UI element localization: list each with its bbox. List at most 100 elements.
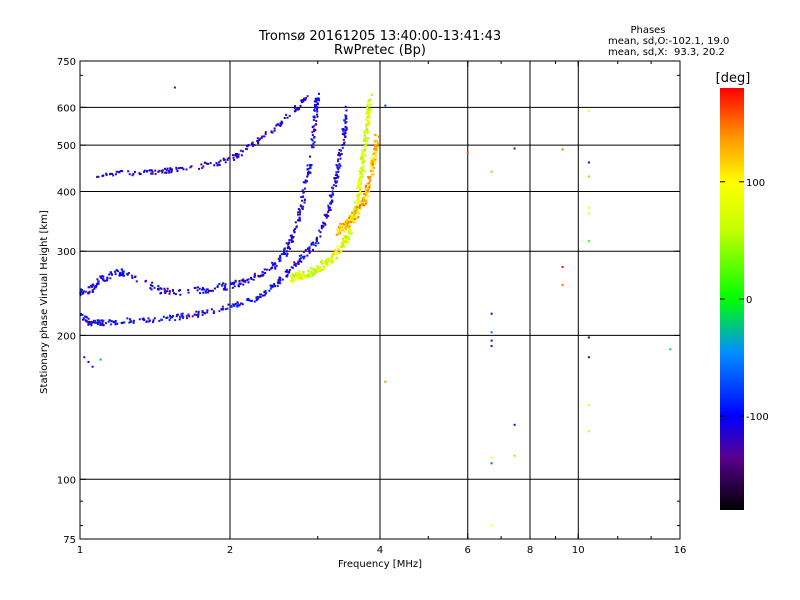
data-point: [132, 319, 135, 322]
data-point: [365, 144, 368, 147]
data-point: [224, 308, 227, 311]
data-point: [309, 275, 312, 278]
data-point: [159, 292, 162, 295]
data-point: [323, 267, 326, 270]
data-point: [361, 170, 364, 173]
data-point: [292, 240, 295, 243]
data-point: [182, 316, 185, 319]
data-point: [287, 271, 290, 274]
data-point: [587, 240, 590, 243]
data-point: [302, 98, 305, 101]
data-point: [587, 175, 590, 178]
data-point: [112, 321, 115, 324]
data-point: [355, 206, 358, 209]
data-point: [299, 257, 302, 260]
data-point: [298, 272, 301, 275]
data-point: [289, 280, 292, 283]
data-point: [331, 256, 334, 259]
data-point: [363, 130, 366, 133]
data-point: [188, 315, 191, 318]
data-point: [316, 268, 319, 271]
data-point: [341, 223, 344, 226]
data-point: [153, 317, 156, 320]
data-point: [152, 319, 155, 322]
data-point: [303, 273, 306, 276]
data-point: [345, 234, 348, 237]
data-point: [274, 267, 277, 270]
data-point: [334, 248, 337, 251]
data-point: [96, 323, 99, 326]
data-point: [346, 224, 349, 227]
data-point: [513, 147, 516, 150]
data-point: [104, 279, 107, 282]
data-point: [364, 193, 367, 196]
data-point: [323, 213, 326, 216]
data-point: [201, 166, 204, 169]
data-point: [99, 358, 102, 361]
data-point: [336, 256, 339, 259]
data-point: [347, 222, 350, 225]
data-point: [368, 117, 371, 120]
data-point: [271, 284, 274, 287]
data-point: [332, 184, 335, 187]
data-point: [346, 238, 349, 241]
data-point: [324, 263, 327, 266]
data-point: [177, 289, 180, 292]
data-point: [317, 269, 320, 272]
data-point: [197, 312, 200, 315]
data-point: [346, 222, 349, 225]
data-point: [359, 176, 362, 179]
data-point: [87, 323, 90, 326]
chart-subtitle: RwPretec (Bp): [334, 43, 426, 58]
data-point: [196, 286, 199, 289]
data-point: [296, 107, 299, 110]
data-point: [366, 182, 369, 185]
data-point: [91, 289, 94, 292]
data-point: [296, 276, 299, 279]
data-point: [151, 321, 154, 324]
data-point: [93, 321, 96, 324]
data-point: [233, 285, 236, 288]
data-point: [150, 169, 153, 172]
data-point: [248, 299, 251, 302]
data-point: [100, 323, 103, 326]
data-point: [111, 172, 114, 175]
data-point: [146, 170, 149, 173]
data-point: [247, 281, 250, 284]
data-point: [236, 156, 239, 159]
data-point: [341, 239, 344, 242]
data-point: [290, 234, 293, 237]
data-point: [314, 103, 317, 106]
data-point: [363, 170, 366, 173]
data-point: [365, 123, 368, 126]
data-point: [337, 170, 340, 173]
data-point: [335, 184, 338, 187]
data-point: [367, 130, 370, 133]
data-point: [257, 297, 260, 300]
data-point: [345, 239, 348, 242]
data-point: [255, 296, 258, 299]
data-point: [324, 214, 327, 217]
data-point: [308, 171, 311, 174]
data-point: [297, 213, 300, 216]
y-tick-label: 75: [63, 535, 76, 546]
data-point: [312, 242, 315, 245]
data-point: [280, 253, 283, 256]
x-tick-label: 10: [572, 545, 585, 556]
data-point: [326, 262, 329, 265]
data-point: [202, 291, 205, 294]
data-point: [276, 123, 279, 126]
data-point: [363, 134, 366, 137]
data-point: [303, 201, 306, 204]
data-point: [367, 121, 370, 124]
data-point: [335, 234, 338, 237]
data-point: [361, 162, 364, 165]
data-point: [303, 190, 306, 193]
data-point: [236, 154, 239, 157]
data-point: [367, 183, 370, 186]
data-point: [299, 211, 302, 214]
data-point: [362, 159, 365, 162]
data-point: [185, 317, 188, 320]
data-point: [102, 324, 105, 327]
data-point: [293, 275, 296, 278]
